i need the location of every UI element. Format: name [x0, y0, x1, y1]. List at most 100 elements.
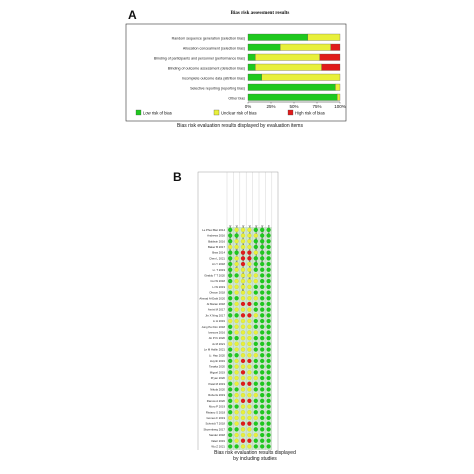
risk-dot — [266, 353, 271, 358]
study-label: Ristano S 2018 — [206, 410, 226, 414]
risk-dot — [234, 233, 239, 238]
risk-dot — [227, 392, 233, 398]
risk-dot — [260, 341, 265, 347]
legend-label: High risk of bias — [295, 110, 325, 115]
bar-segment — [247, 83, 336, 91]
risk-dot — [253, 313, 258, 318]
risk-dot — [234, 296, 239, 301]
risk-dot — [247, 301, 252, 307]
risk-dot — [266, 261, 271, 267]
risk-dot — [234, 415, 239, 421]
bar-segment — [247, 33, 308, 41]
risk-dot — [260, 296, 265, 301]
risk-dot — [260, 307, 265, 312]
x-tick-label: 50% — [289, 104, 298, 109]
risk-dot — [266, 233, 271, 238]
study-label: Jung Pei Kim 2018 — [202, 325, 226, 329]
risk-dot — [240, 421, 246, 426]
risk-dot — [227, 358, 233, 364]
risk-dot — [247, 404, 252, 409]
category-label: Incomplete outcome data (attrition bias) — [182, 77, 245, 81]
risk-dot — [260, 404, 265, 409]
study-label: Schmidt T 2018 — [206, 422, 226, 426]
risk-dot — [266, 387, 271, 392]
risk-dot — [227, 296, 233, 301]
bar-segment — [247, 53, 256, 61]
study-label: Ahmad Al-Dabi 2020 — [199, 296, 225, 300]
risk-dot — [227, 301, 233, 307]
risk-dot — [247, 335, 252, 341]
risk-dot — [266, 278, 271, 284]
risk-dot — [240, 330, 246, 335]
risk-dot — [240, 444, 246, 449]
risk-dot — [247, 415, 252, 421]
risk-dot — [234, 410, 239, 415]
bar-segment — [247, 93, 338, 101]
risk-dot — [260, 244, 265, 250]
risk-dot — [240, 358, 246, 364]
risk-dot — [234, 364, 239, 369]
risk-dot — [253, 267, 258, 272]
risk-dot — [227, 347, 233, 352]
risk-dot — [253, 410, 258, 415]
x-tick-label: 75% — [312, 104, 321, 109]
risk-dot — [253, 278, 258, 284]
risk-dot — [266, 313, 271, 318]
risk-dot — [240, 341, 246, 347]
risk-dot — [253, 233, 258, 238]
risk-dot — [227, 324, 233, 329]
risk-dot — [234, 330, 239, 335]
risk-dot — [253, 375, 258, 381]
risk-dot — [260, 364, 265, 369]
bar-segment — [337, 93, 341, 101]
risk-dot — [240, 381, 246, 386]
study-label: Jin P Ki 2020 — [209, 336, 226, 340]
risk-dot — [260, 415, 265, 421]
bar-segment — [307, 33, 341, 41]
risk-dot — [260, 256, 265, 261]
risk-dot — [247, 353, 252, 358]
study-label: Tanaka 2020 — [209, 365, 225, 369]
risk-dot — [240, 307, 246, 312]
bar-segment — [247, 63, 256, 71]
risk-dot — [227, 256, 233, 261]
risk-dot — [253, 438, 258, 443]
study-label: Valeri 2019 — [211, 439, 225, 443]
risk-dot — [240, 261, 246, 267]
study-label: Pryan 2020 — [211, 376, 226, 380]
risk-dot — [266, 227, 271, 233]
risk-dot — [247, 239, 252, 244]
risk-dot — [240, 324, 246, 329]
risk-dot — [260, 324, 265, 329]
risk-dot — [260, 227, 265, 233]
study-label: Skorenberg 2017 — [204, 427, 226, 431]
risk-dot — [234, 250, 239, 255]
risk-dot — [240, 335, 246, 341]
study-label: Olsson 2018 — [209, 291, 225, 295]
risk-dot — [260, 239, 265, 244]
risk-dot — [240, 250, 246, 255]
risk-dot — [234, 381, 239, 386]
risk-dot — [247, 432, 252, 438]
risk-dot — [260, 261, 265, 267]
study-label: Andrews 2016 — [207, 234, 225, 238]
panel-b-letter: B — [173, 170, 182, 184]
bar-segment — [335, 83, 341, 91]
risk-dot — [253, 330, 258, 335]
risk-dot — [253, 421, 258, 426]
risk-dot — [260, 421, 265, 426]
risk-dot — [240, 227, 246, 233]
legend-swatch — [135, 109, 142, 116]
x-tick-label: 25% — [266, 104, 275, 109]
x-tick-label: 100% — [334, 104, 346, 109]
risk-dot — [253, 364, 258, 369]
risk-dot — [234, 284, 239, 290]
risk-dot — [266, 330, 271, 335]
risk-dot — [253, 444, 258, 449]
risk-dot — [234, 239, 239, 244]
bar-segment — [255, 63, 322, 71]
study-label: Baldwin 2016 — [208, 239, 225, 243]
study-label: Le M Hallin 2021 — [204, 348, 225, 352]
legend-label: Low risk of bias — [143, 110, 172, 115]
risk-dot — [240, 427, 246, 432]
